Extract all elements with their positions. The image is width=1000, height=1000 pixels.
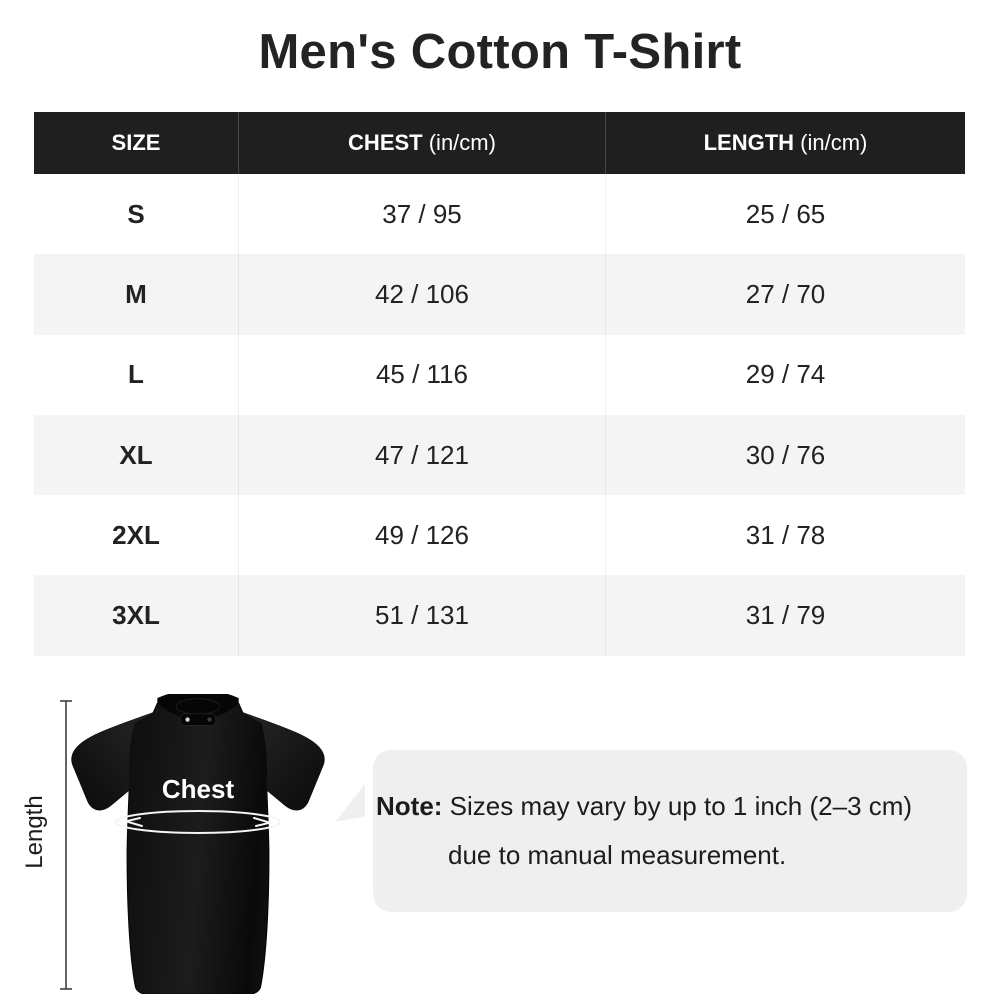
svg-text:Chest: Chest [162, 774, 235, 804]
